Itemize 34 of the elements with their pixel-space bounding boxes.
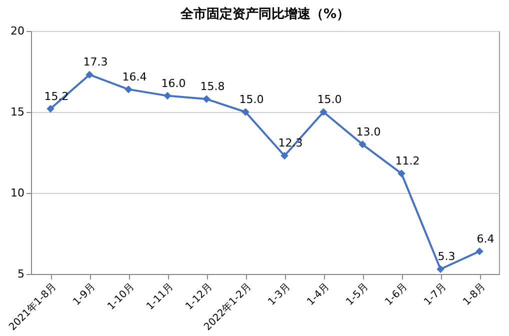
x-tick-label: 1-5月 — [344, 282, 371, 308]
data-label: 6.4 — [476, 232, 494, 246]
chart-title: 全市固定资产同比增速（%） — [179, 6, 350, 22]
point — [124, 85, 132, 94]
data-label: 11.2 — [395, 154, 420, 168]
point — [320, 108, 328, 116]
point — [358, 140, 366, 148]
point — [86, 70, 94, 79]
y-tick-label: 10 — [10, 186, 24, 200]
data-label: 16.4 — [122, 70, 147, 84]
point — [242, 108, 250, 116]
data-label: 16.0 — [161, 76, 186, 90]
data-label: 5.3 — [438, 250, 456, 264]
point — [164, 92, 172, 100]
x-tick-label: 1-4月 — [305, 282, 332, 308]
x-tick-label: 1-6月 — [383, 282, 410, 308]
x-tick-label: 1-7月 — [422, 282, 449, 308]
data-label: 15.0 — [239, 93, 264, 106]
point — [280, 152, 288, 160]
y-tick-label: 5 — [18, 268, 24, 280]
x-tick-label: 1-8月 — [461, 282, 488, 308]
x-tick-label: 1-9月 — [71, 282, 98, 308]
data-label: 17.3 — [83, 56, 108, 69]
x-tick-label: 1-3月 — [266, 282, 293, 308]
y-tick-label: 20 — [10, 24, 24, 38]
point — [436, 265, 444, 274]
point — [476, 247, 484, 256]
point — [202, 95, 210, 103]
point — [398, 170, 406, 178]
y-tick-label: 15 — [10, 106, 24, 118]
data-label: 15.8 — [200, 80, 225, 94]
point — [46, 104, 54, 113]
data-label: 13.0 — [356, 125, 381, 138]
data-label: 15.0 — [317, 93, 342, 106]
